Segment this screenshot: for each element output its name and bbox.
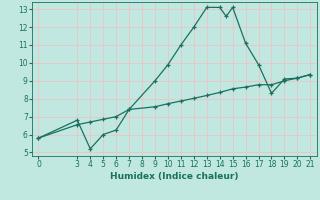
X-axis label: Humidex (Indice chaleur): Humidex (Indice chaleur) bbox=[110, 172, 239, 181]
